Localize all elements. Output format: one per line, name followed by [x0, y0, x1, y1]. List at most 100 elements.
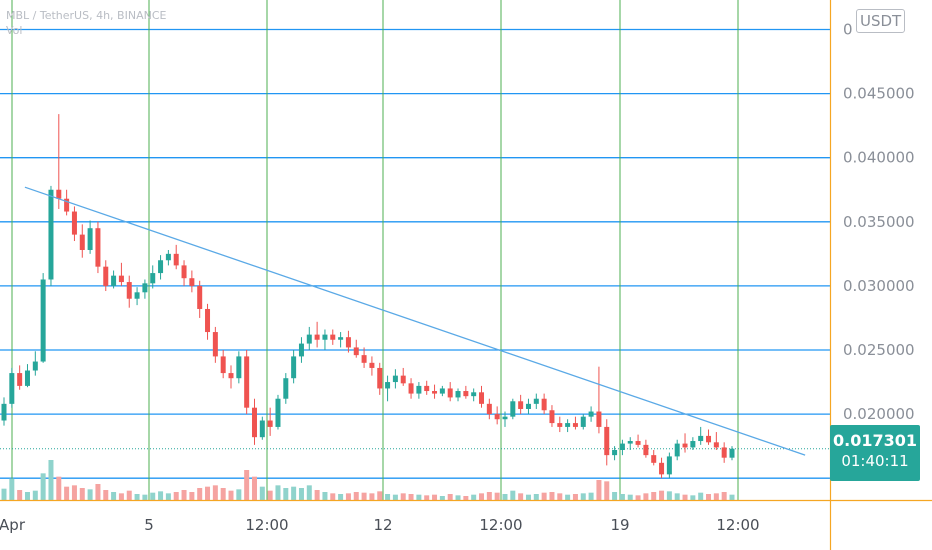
candle-body [572, 423, 578, 427]
candle-body [32, 361, 38, 371]
candle-body [181, 265, 187, 279]
y-tick-label: 0 [843, 20, 853, 38]
candle-body [48, 189, 54, 280]
candle-body [361, 355, 367, 363]
candle-body [533, 398, 539, 404]
candle-body [690, 441, 696, 448]
volume-bar [56, 476, 62, 500]
candle-body [643, 444, 649, 456]
candle-body [322, 334, 328, 340]
volume-bar [525, 494, 531, 500]
x-tick-label: 12:00 [479, 516, 522, 534]
candle-body [87, 228, 93, 250]
volume-bar [494, 492, 500, 500]
volume-bar [518, 493, 524, 500]
volume-bar [612, 492, 618, 500]
candle-body [635, 441, 641, 445]
volume-bar [205, 486, 211, 500]
candle-body [627, 441, 633, 444]
volume-bar [713, 493, 719, 500]
candle-body [283, 378, 289, 399]
candle-body [502, 416, 508, 420]
volume-bar [408, 494, 414, 500]
x-tick-label: Apr [0, 516, 26, 534]
volume-bar [17, 490, 23, 500]
candle-body [651, 455, 657, 463]
volume-bar [158, 491, 164, 500]
volume-bar [40, 473, 46, 500]
volume-bar [557, 493, 563, 500]
candle-body [314, 334, 320, 340]
candle-body [205, 308, 211, 333]
candle-body [79, 234, 85, 250]
candle-body [306, 334, 312, 344]
trendline-segment [24, 186, 806, 456]
volume-bar [424, 495, 430, 500]
volume-bar [212, 485, 218, 500]
bar-countdown: 01:40:11 [841, 452, 909, 470]
volume-bar [353, 492, 359, 500]
volume-bar [79, 488, 85, 500]
currency-unit-badge[interactable]: USDT [856, 9, 906, 33]
candle-body [424, 385, 430, 392]
candle-body [596, 411, 602, 427]
candle-body [674, 443, 680, 457]
volume-bar [666, 491, 672, 500]
candle-body [619, 443, 625, 450]
candle-body [408, 383, 414, 394]
volume-bar [385, 494, 391, 500]
volume-bar [486, 492, 492, 500]
candle-body [9, 373, 15, 404]
volume-bar [549, 492, 555, 500]
volume-bar [173, 492, 179, 500]
volume-bar [283, 488, 289, 500]
volume-bar [314, 490, 320, 500]
candle-body [682, 443, 688, 448]
volume-bar [95, 484, 101, 500]
volume-bar [338, 494, 344, 500]
volume-bar [533, 494, 539, 500]
volume-bar [142, 494, 148, 500]
candle-body [385, 382, 391, 389]
volume-bar [345, 493, 351, 500]
volume-bar [604, 481, 610, 500]
volume-bar [361, 492, 367, 500]
volume-bar [596, 480, 602, 500]
volume-bar [291, 486, 297, 500]
candle-body [103, 266, 109, 286]
candle-body [118, 275, 124, 283]
volume-bar [455, 495, 461, 500]
candle-body [400, 375, 406, 384]
candle-body [447, 388, 453, 398]
candle-body [64, 198, 70, 212]
volume-bar [416, 494, 422, 500]
y-tick-label: 0.040000 [843, 149, 915, 167]
candle-body [142, 283, 148, 293]
candle-body [134, 292, 140, 299]
volume-bar [471, 494, 477, 500]
volume-bar [619, 494, 625, 500]
volume-bar [510, 490, 516, 500]
volume-bar [1, 488, 7, 500]
candle-body [259, 420, 265, 438]
volume-bars [1, 460, 735, 500]
candle-body [439, 388, 445, 394]
volume-bar [377, 491, 383, 500]
volume-bar [674, 493, 680, 500]
trendline[interactable] [24, 186, 806, 456]
candle-body [24, 370, 30, 386]
candle-body [565, 423, 571, 427]
chart-legend: MBL / TetherUS, 4h, BINANCE Vol [6, 8, 166, 38]
y-tick-label: 0.045000 [843, 85, 915, 103]
volume-bar [244, 470, 250, 500]
candle-body [95, 228, 101, 267]
volume-bar [635, 495, 641, 500]
candle-body [353, 347, 359, 356]
candle-body [244, 356, 250, 408]
volume-bar [220, 488, 226, 500]
candle-body [479, 392, 485, 404]
candle-body [291, 356, 297, 379]
volume-bar [134, 494, 140, 500]
